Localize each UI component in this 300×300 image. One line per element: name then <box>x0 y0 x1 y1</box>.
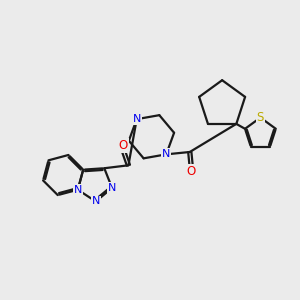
Text: O: O <box>118 139 128 152</box>
Text: S: S <box>257 111 264 124</box>
Text: N: N <box>162 149 170 159</box>
Text: N: N <box>108 183 116 193</box>
Text: N: N <box>92 196 100 206</box>
Text: N: N <box>133 114 141 124</box>
Text: O: O <box>187 165 196 178</box>
Text: N: N <box>74 185 82 195</box>
